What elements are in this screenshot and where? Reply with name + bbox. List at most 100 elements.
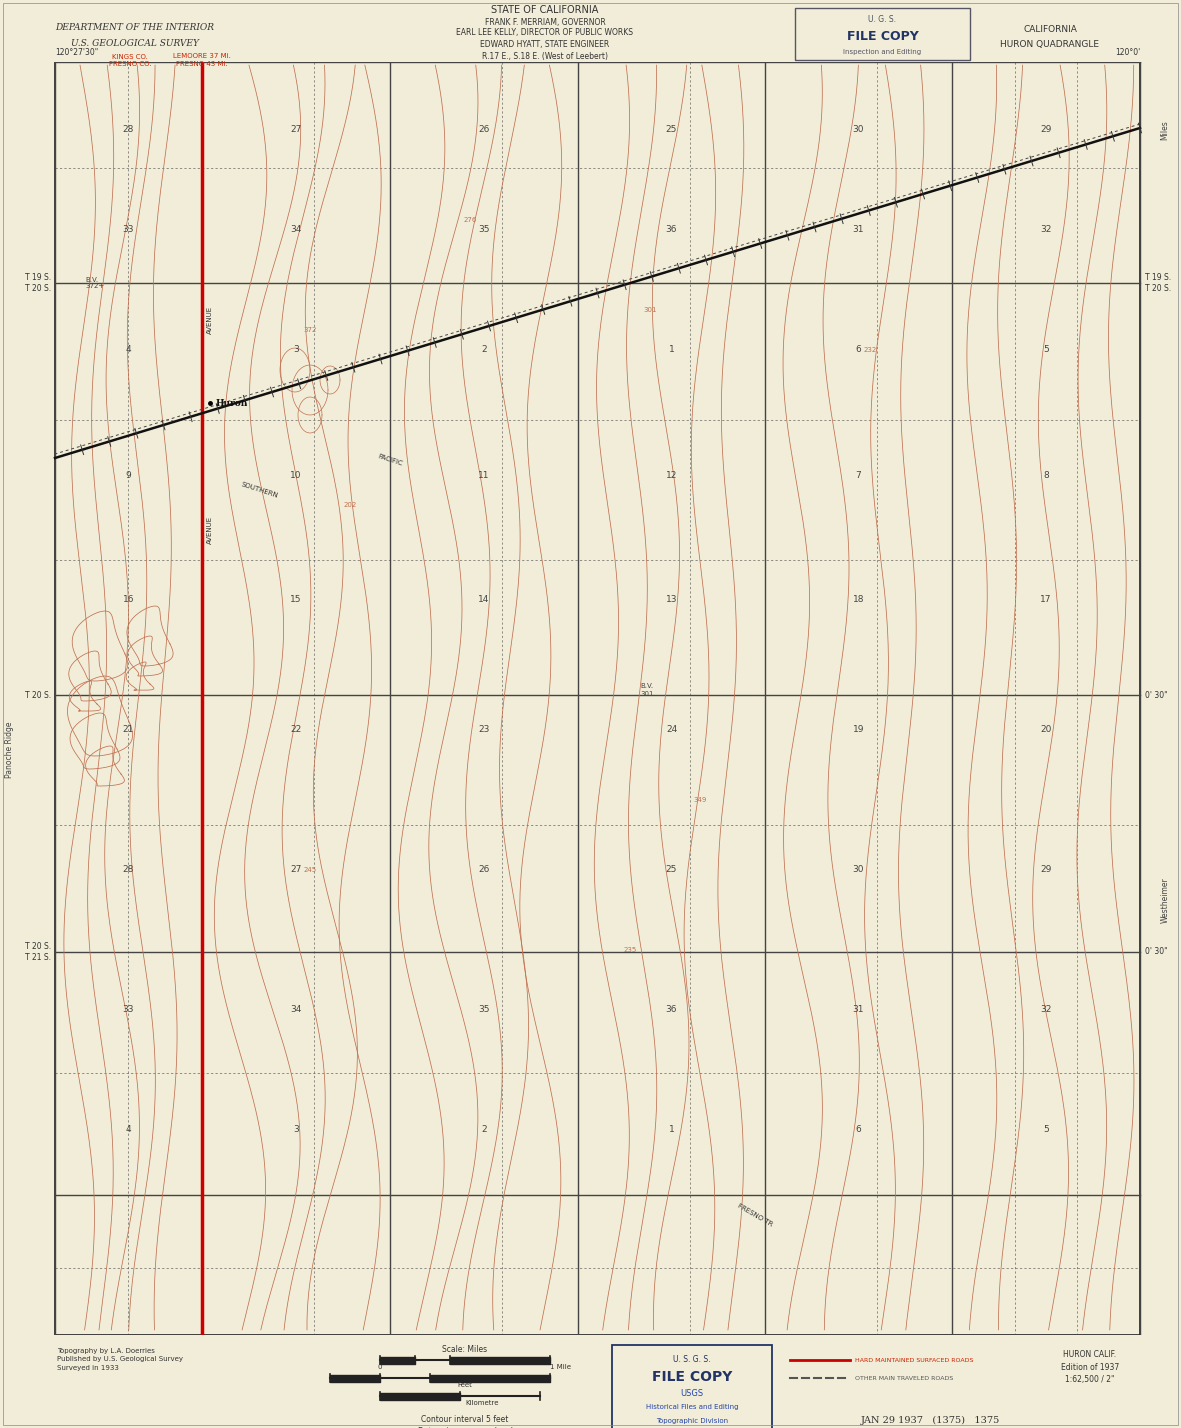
Bar <box>0 1335 1181 1428</box>
Text: Westheimer: Westheimer <box>1161 877 1169 922</box>
Text: Panoche Ridge: Panoche Ridge <box>6 721 14 778</box>
Text: 14: 14 <box>478 595 490 604</box>
Text: B.V.
301: B.V. 301 <box>640 684 653 697</box>
Text: AVENUE: AVENUE <box>207 516 213 544</box>
Text: HURON CALIF.
Edition of 1937
1:62,500 / 2": HURON CALIF. Edition of 1937 1:62,500 / … <box>1061 1349 1120 1384</box>
Text: Scale: Miles: Scale: Miles <box>443 1345 488 1354</box>
Text: 6: 6 <box>855 1125 861 1134</box>
Text: 23: 23 <box>478 725 490 734</box>
Text: 34: 34 <box>291 1005 301 1014</box>
Text: 16: 16 <box>123 595 135 604</box>
Text: T 19 S.
T 20 S.: T 19 S. T 20 S. <box>25 273 51 293</box>
Text: 10: 10 <box>291 470 302 480</box>
Text: 33: 33 <box>123 1005 135 1014</box>
Text: 5: 5 <box>1043 1125 1049 1134</box>
Text: 245: 245 <box>304 867 317 873</box>
Text: U. S. G. S.: U. S. G. S. <box>673 1355 711 1365</box>
Bar <box>56 61 1140 1335</box>
Text: 13: 13 <box>666 595 677 604</box>
Text: Contour interval 5 feet
Datum is mean sea level: Contour interval 5 feet Datum is mean se… <box>418 1415 513 1428</box>
Text: 32: 32 <box>1040 1005 1052 1014</box>
Text: Inspection and Editing: Inspection and Editing <box>843 49 921 56</box>
Text: 120°0': 120°0' <box>1115 49 1140 57</box>
Text: 301: 301 <box>644 307 657 313</box>
Text: 0' 30": 0' 30" <box>1146 691 1168 700</box>
Text: 22: 22 <box>291 725 301 734</box>
Text: 31: 31 <box>853 1005 864 1014</box>
Text: 0: 0 <box>378 1364 383 1369</box>
Text: PACIFIC: PACIFIC <box>377 453 403 467</box>
Text: U.S. GEOLOGICAL SURVEY: U.S. GEOLOGICAL SURVEY <box>71 40 200 49</box>
Text: 17: 17 <box>1040 595 1052 604</box>
Text: 7: 7 <box>855 470 861 480</box>
Bar <box>612 1345 772 1428</box>
Text: 372: 372 <box>304 327 317 333</box>
Text: 36: 36 <box>666 226 677 234</box>
Text: 26: 26 <box>478 126 490 134</box>
Text: 21: 21 <box>123 725 135 734</box>
Text: HARD MAINTAINED SURFACED ROADS: HARD MAINTAINED SURFACED ROADS <box>855 1358 973 1362</box>
Text: 27: 27 <box>291 126 301 134</box>
Text: 29: 29 <box>1040 126 1052 134</box>
Text: 34: 34 <box>291 226 301 234</box>
Text: 30: 30 <box>853 865 864 874</box>
Text: LEMOORE 37 Mi.
FRESNO 43 Mi.: LEMOORE 37 Mi. FRESNO 43 Mi. <box>174 53 231 67</box>
Text: HURON QUADRANGLE: HURON QUADRANGLE <box>1000 40 1100 49</box>
Text: 32: 32 <box>1040 226 1052 234</box>
Text: Miles: Miles <box>1161 120 1169 140</box>
Text: 1 Mile: 1 Mile <box>550 1364 570 1369</box>
Text: 2: 2 <box>481 1125 487 1134</box>
Text: CALIFORNIA: CALIFORNIA <box>1023 26 1077 34</box>
Text: 0' 30": 0' 30" <box>1146 948 1168 957</box>
Text: R.17 E., S.18 E. (West of Leebert): R.17 E., S.18 E. (West of Leebert) <box>482 53 608 61</box>
Text: KINGS CO.
FRESNO CO.: KINGS CO. FRESNO CO. <box>109 54 151 67</box>
Text: AVENUE: AVENUE <box>207 306 213 334</box>
Text: 8: 8 <box>1043 470 1049 480</box>
Text: Huron: Huron <box>216 398 248 407</box>
Text: 20: 20 <box>1040 725 1052 734</box>
Text: FILE COPY: FILE COPY <box>652 1369 732 1384</box>
Text: 28: 28 <box>123 865 135 874</box>
Text: 25: 25 <box>666 126 677 134</box>
Text: 11: 11 <box>478 470 490 480</box>
Text: FILE COPY: FILE COPY <box>847 30 919 43</box>
Text: JAN 29 1937   (1375)   1375: JAN 29 1937 (1375) 1375 <box>861 1415 999 1425</box>
Text: EARL LEE KELLY, DIRECTOR OF PUBLIC WORKS: EARL LEE KELLY, DIRECTOR OF PUBLIC WORKS <box>457 29 633 37</box>
Text: DEPARTMENT OF THE INTERIOR: DEPARTMENT OF THE INTERIOR <box>56 23 215 33</box>
Text: 120°27'30": 120°27'30" <box>56 49 98 57</box>
Text: 4: 4 <box>125 1125 131 1134</box>
Text: 2: 2 <box>481 346 487 354</box>
Text: B.V.
372+: B.V. 372+ <box>85 277 104 290</box>
Bar <box>795 9 970 60</box>
Text: 3: 3 <box>293 1125 299 1134</box>
Text: 31: 31 <box>853 226 864 234</box>
Text: 19: 19 <box>853 725 864 734</box>
Text: 18: 18 <box>853 595 864 604</box>
Text: SOUTHERN: SOUTHERN <box>241 481 280 498</box>
Text: 27: 27 <box>291 865 301 874</box>
Text: T 20 S.: T 20 S. <box>25 691 51 700</box>
Text: 28: 28 <box>123 126 135 134</box>
Text: STATE OF CALIFORNIA: STATE OF CALIFORNIA <box>491 6 599 16</box>
Text: 1: 1 <box>668 346 674 354</box>
Text: 36: 36 <box>666 1005 677 1014</box>
Text: Historical Files and Editing: Historical Files and Editing <box>646 1404 738 1409</box>
Text: 29: 29 <box>1040 865 1052 874</box>
Text: 6: 6 <box>855 346 861 354</box>
Text: 276: 276 <box>463 217 477 223</box>
Text: 3: 3 <box>293 346 299 354</box>
Text: Topography by L.A. Doerries
Published by U.S. Geological Survey
Surveyed in 1933: Topography by L.A. Doerries Published by… <box>57 1348 183 1371</box>
Text: 5: 5 <box>1043 346 1049 354</box>
Text: U. G. S.: U. G. S. <box>868 16 896 24</box>
Text: 26: 26 <box>478 865 490 874</box>
Text: 35: 35 <box>478 226 490 234</box>
Text: OTHER MAIN TRAVELED ROADS: OTHER MAIN TRAVELED ROADS <box>855 1375 953 1381</box>
Text: 30: 30 <box>853 126 864 134</box>
Text: 4: 4 <box>125 346 131 354</box>
Text: Feet: Feet <box>457 1382 472 1388</box>
Text: FRANK F. MERRIAM, GOVERNOR: FRANK F. MERRIAM, GOVERNOR <box>484 17 606 27</box>
Text: 1: 1 <box>668 1125 674 1134</box>
Text: 232: 232 <box>863 347 876 353</box>
Text: USGS: USGS <box>680 1388 704 1398</box>
Text: 24: 24 <box>666 725 677 734</box>
